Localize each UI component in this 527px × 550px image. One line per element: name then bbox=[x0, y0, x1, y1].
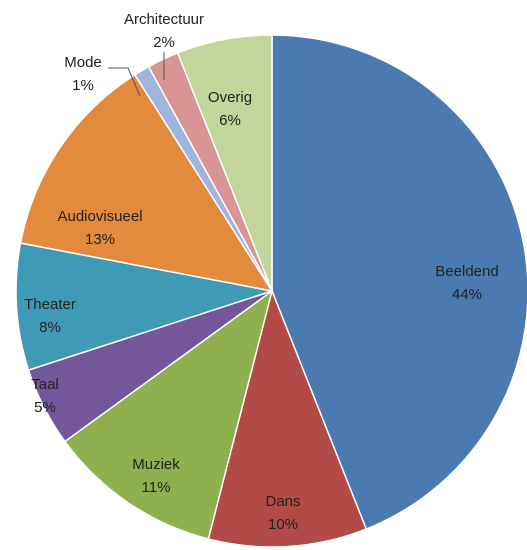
slice-value-label: 6% bbox=[219, 112, 241, 129]
slice-value-label: 2% bbox=[153, 34, 175, 51]
slice-value-label: 10% bbox=[268, 516, 298, 533]
pie-slice bbox=[176, 34, 273, 292]
slice-label: Audiovisueel bbox=[57, 208, 142, 225]
pie-slice bbox=[15, 242, 273, 372]
slice-label: Theater bbox=[24, 296, 76, 313]
slice-value-label: 11% bbox=[142, 479, 171, 496]
slice-label: Overig bbox=[208, 89, 252, 106]
leader-line bbox=[108, 67, 141, 97]
slice-label: Mode bbox=[64, 54, 102, 71]
slice-value-label: 13% bbox=[85, 231, 115, 248]
slice-label: Dans bbox=[265, 493, 300, 510]
pie-slice bbox=[63, 289, 274, 540]
slice-label: Beeldend bbox=[435, 263, 498, 280]
slice-value-label: 5% bbox=[34, 399, 56, 416]
slice-label: Muziek bbox=[132, 456, 180, 473]
slice-label: Taal bbox=[31, 376, 59, 393]
slice-value-label: 1% bbox=[72, 77, 94, 94]
slice-value-label: 8% bbox=[39, 319, 61, 336]
slice-label: Architectuur bbox=[124, 11, 204, 28]
slice-value-label: 44% bbox=[452, 286, 482, 303]
pie-slice bbox=[19, 73, 274, 293]
pie-slice bbox=[271, 34, 527, 530]
pie-slice bbox=[207, 288, 368, 548]
